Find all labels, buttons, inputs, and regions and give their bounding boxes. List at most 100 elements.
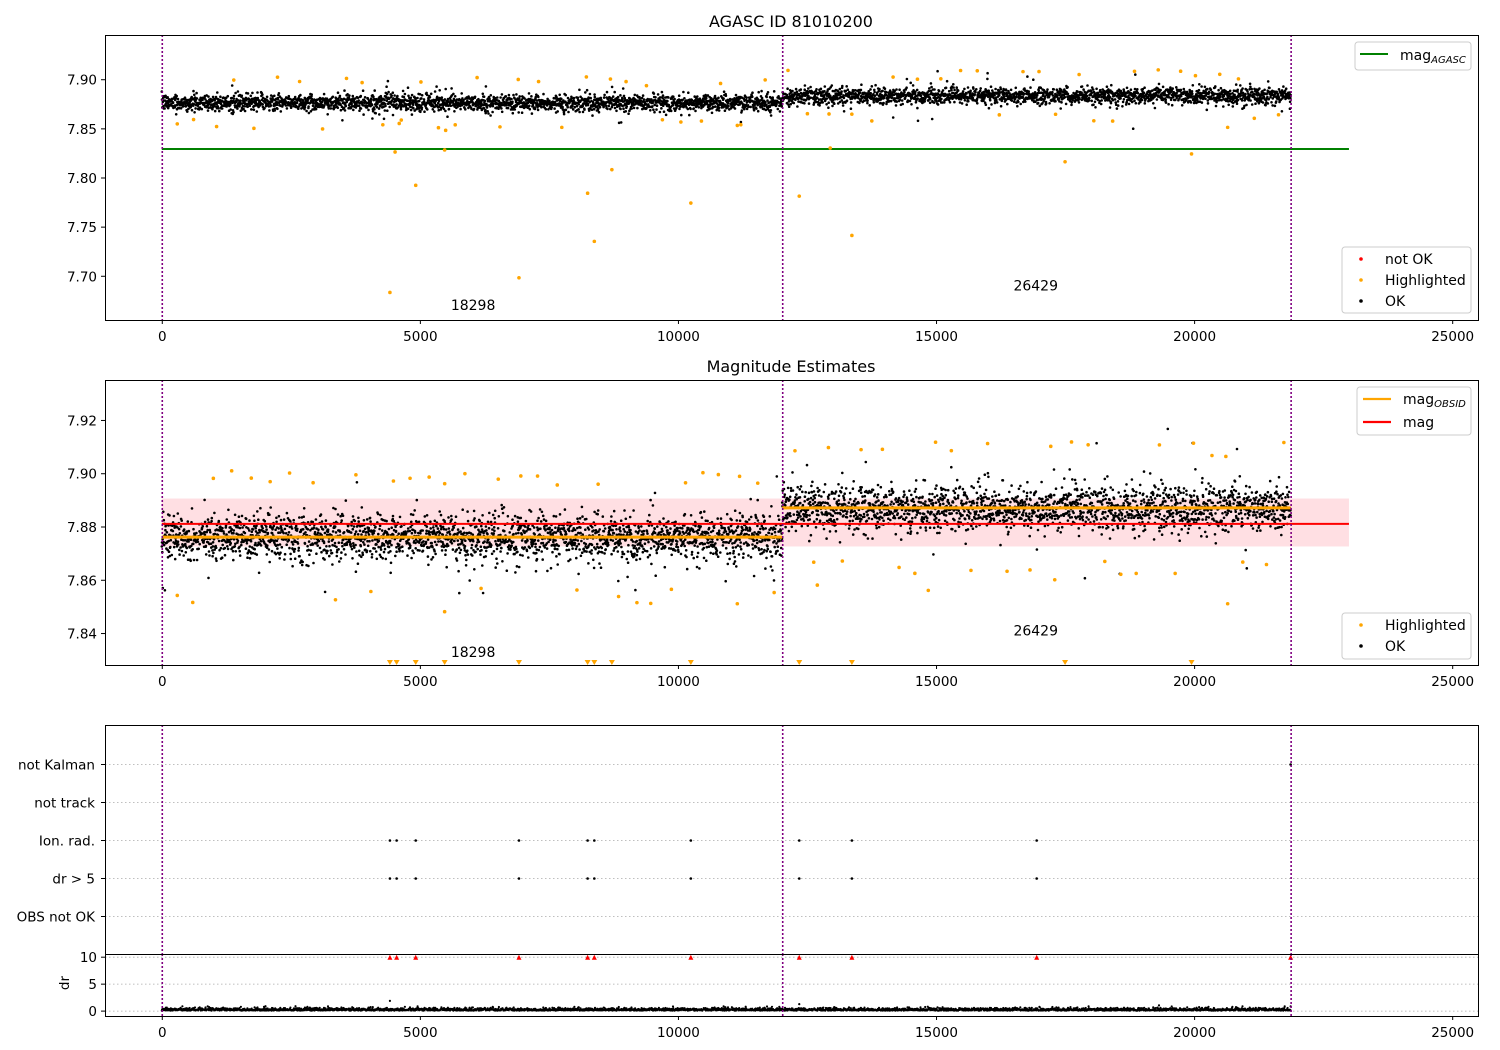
highlighted-point (1210, 453, 1214, 458)
highlighted-point (1021, 69, 1025, 74)
legend-marker-ok (1359, 299, 1363, 303)
highlighted-point (610, 167, 614, 172)
ok-points-segment (780, 69, 1292, 130)
flag-label: not track (34, 796, 95, 812)
highlighted-point (850, 112, 854, 116)
ok-points-segment (780, 427, 1292, 580)
highlighted-point (913, 571, 917, 576)
highlighted-point (635, 600, 639, 605)
x-tick-label: 20000 (1173, 1025, 1216, 1041)
dr-capped-marker (394, 954, 400, 960)
highlighted-point (408, 476, 412, 481)
highlighted-point (1119, 572, 1123, 577)
highlighted-point (1224, 454, 1228, 459)
highlighted-point (1191, 441, 1196, 445)
obsid-label: 26429 (1013, 279, 1058, 295)
below-range-marker (412, 660, 419, 665)
highlighted-point (442, 609, 447, 614)
below-range-marker (441, 660, 448, 665)
highlighted-point (870, 119, 874, 123)
highlighted-point (584, 75, 589, 79)
highlighted-point (354, 473, 358, 477)
highlighted-point (1276, 112, 1281, 117)
dr-capped-marker (688, 954, 694, 960)
flag-label: not Kalman (18, 758, 95, 774)
x-tick-label: 15000 (915, 329, 958, 345)
highlighted-point (535, 474, 540, 478)
highlighted-point (718, 81, 723, 86)
y-tick-label: 7.84 (67, 627, 97, 643)
dr-capped-marker (849, 954, 855, 960)
highlighted-point (388, 290, 392, 295)
ok-points-segment (160, 475, 784, 595)
highlighted-point (933, 440, 938, 445)
flag-point (1035, 877, 1038, 880)
highlighted-point (1193, 73, 1198, 78)
highlighted-point (701, 470, 705, 475)
x-tick-label: 10000 (657, 674, 700, 690)
panel-agasc-mag: 18298 26429 0 5000 10000 15000 20000 25000 7.70… (67, 12, 1479, 345)
highlighted-point (840, 559, 845, 563)
x-tick-label: 5000 (403, 329, 437, 345)
highlighted-point (755, 481, 760, 485)
highlighted-point (669, 587, 674, 592)
highlighted-point (575, 588, 579, 592)
x-tick-label: 0 (158, 674, 167, 690)
flag-point (395, 877, 398, 880)
highlighted-point (1217, 72, 1222, 77)
highlighted-point (311, 480, 315, 485)
p2-data-layer: 18298 26429 (160, 380, 1349, 665)
highlighted-point (1063, 159, 1067, 164)
highlighted-point (737, 474, 742, 479)
flag-point (388, 839, 392, 842)
highlighted-point (496, 477, 501, 481)
y-tick-label: 5 (88, 977, 97, 993)
highlighted-point (391, 479, 396, 483)
highlighted-point (1005, 569, 1009, 574)
highlighted-point (344, 76, 349, 81)
flag-point (517, 877, 521, 880)
x-tick-label: 15000 (915, 674, 958, 690)
legend-frame (1354, 41, 1472, 71)
below-range-marker (393, 660, 400, 665)
flag-point (1035, 839, 1038, 842)
highlighted-point (453, 123, 458, 127)
dr-capped-marker (413, 954, 419, 960)
flag-point (395, 839, 398, 842)
below-range-marker (687, 660, 694, 665)
below-range-marker (1062, 660, 1069, 665)
legend-frame (1341, 612, 1472, 660)
highlighted-point (915, 77, 920, 82)
highlighted-point (360, 80, 364, 85)
highlighted-point (517, 275, 521, 280)
highlighted-point (926, 588, 931, 593)
highlighted-point (1173, 571, 1177, 576)
highlighted-point (1037, 69, 1041, 74)
highlighted-point (393, 150, 397, 154)
p1-title: AGASC ID 81010200 (709, 12, 873, 31)
x-tick-label: 25000 (1431, 329, 1474, 345)
highlighted-point (735, 123, 740, 128)
highlighted-point (850, 233, 854, 238)
p2-axes-frame (105, 380, 1479, 666)
highlighted-point (1077, 72, 1081, 77)
dr-point (388, 999, 392, 1003)
p3-data-layer (105, 725, 1478, 954)
y-tick-label: 7.80 (67, 171, 97, 187)
highlighted-point (985, 441, 990, 446)
highlighted-point (1264, 562, 1269, 567)
highlighted-point (797, 194, 802, 198)
highlighted-point (268, 479, 272, 484)
highlighted-point (249, 476, 254, 480)
obsid-label: 26429 (1013, 624, 1058, 640)
x-tick-label: 15000 (915, 1025, 958, 1041)
highlighted-point (1252, 116, 1257, 121)
flag-point (689, 877, 693, 880)
highlighted-point (585, 191, 590, 196)
highlighted-point (287, 471, 292, 475)
p1-ticks: 0 5000 10000 15000 20000 25000 7.70 7.75 7.80 7.8… (67, 73, 1474, 345)
highlighted-point (1156, 68, 1161, 72)
highlighted-point (592, 239, 597, 244)
x-tick-label: 0 (158, 329, 167, 345)
